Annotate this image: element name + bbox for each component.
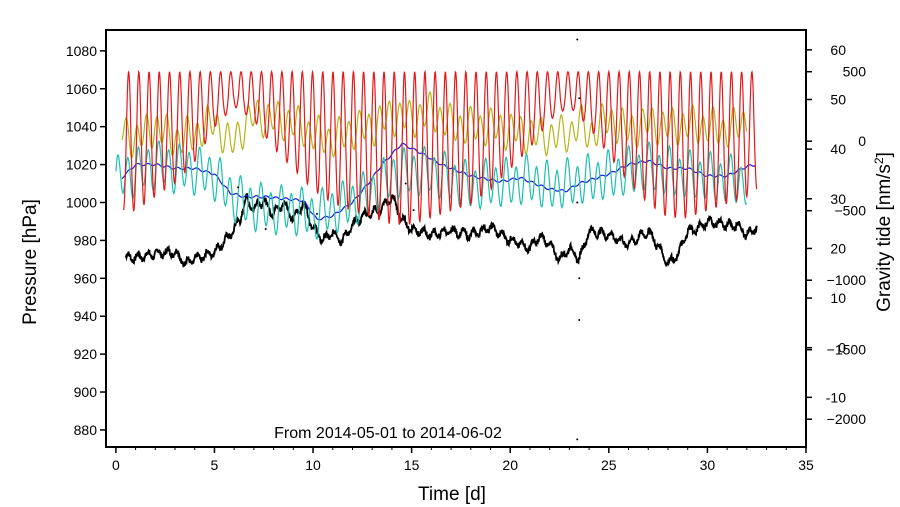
y-right-upper-tick-label: 50	[830, 92, 846, 108]
x-tick-label: 15	[404, 457, 420, 473]
y-right-lower-tick-label: 0	[858, 133, 866, 149]
plot-frame	[105, 29, 807, 448]
y-right-axis-title-close: ]	[874, 152, 895, 157]
y-left-tick-label: 1040	[66, 119, 97, 135]
y-right-axis: -10 0 10 20 30 40 50 60 −2000 −1500 −1000 −500 0 500	[806, 42, 866, 427]
x-axis-title: Time [d]	[418, 484, 486, 505]
outlier-dot	[578, 97, 581, 100]
outlier-dot	[237, 186, 240, 189]
series-line-gravity-tide-red	[123, 69, 758, 225]
outlier-dot	[576, 438, 579, 441]
y-left-tick-label: 1000	[66, 194, 97, 210]
y-right-upper-tick-label: 30	[830, 191, 846, 207]
outlier-dot	[353, 220, 356, 223]
y-right-lower-tick-label: −500	[834, 203, 866, 219]
x-tick-label: 35	[798, 457, 814, 473]
x-tick-label: 25	[601, 457, 617, 473]
outlier-dot	[404, 182, 407, 185]
date-range-annotation: From 2014-05-01 to 2014-06-02	[274, 425, 502, 442]
outlier-dot	[578, 277, 581, 280]
x-tick-label: 0	[112, 457, 120, 473]
outlier-dot	[388, 201, 391, 204]
y-right-axis-title-sup: 2	[872, 157, 886, 164]
x-tick-label: 5	[211, 457, 219, 473]
y-right-axis-title: Gravity tide [nm/s2]	[872, 152, 895, 312]
outlier-dots	[237, 38, 581, 441]
y-right-upper-tick-label: 60	[830, 42, 846, 58]
x-axis: 0 5 10 15 20 25 30 35	[112, 447, 814, 473]
y-left-tick-label: 980	[74, 232, 98, 248]
outlier-dot	[578, 319, 581, 322]
y-right-lower-tick-label: −2000	[827, 411, 867, 427]
outlier-dot	[576, 38, 579, 41]
y-right-lower-tick-label: −1500	[827, 342, 867, 358]
y-left-tick-label: 940	[74, 308, 98, 324]
series-group	[115, 38, 758, 441]
plot-border	[105, 29, 807, 448]
y-left-axis: 880 900 920 940 960 980 1000 1020 1040 1060 1080	[66, 43, 106, 438]
outlier-dot	[315, 212, 318, 215]
outlier-dot	[347, 231, 350, 234]
y-right-axis-title-main: Gravity tide [nm/s	[874, 164, 895, 312]
y-right-upper-tick-label: -10	[826, 389, 846, 405]
x-tick-label: 10	[305, 457, 321, 473]
y-right-upper-tick-label: 20	[830, 240, 846, 256]
series-line-pressure-olive	[121, 90, 748, 160]
outlier-dot	[576, 201, 579, 204]
y-left-tick-label: 880	[74, 422, 98, 438]
y-left-tick-label: 960	[74, 270, 98, 286]
outlier-dot	[241, 210, 244, 213]
y-right-lower-tick-label: −1000	[827, 272, 867, 288]
x-tick-label: 30	[700, 457, 716, 473]
y-left-axis-title: Pressure [hPa]	[20, 199, 41, 325]
y-left-tick-label: 1060	[66, 81, 97, 97]
y-left-tick-label: 1020	[66, 157, 97, 173]
y-right-upper-tick-label: 10	[830, 290, 846, 306]
y-left-tick-label: 1080	[66, 43, 97, 59]
y-left-tick-label: 920	[74, 346, 98, 362]
outlier-dot	[264, 228, 267, 231]
series-line-pressure-black	[124, 192, 758, 269]
outlier-dot	[412, 209, 415, 212]
y-left-tick-label: 900	[74, 384, 98, 400]
y-right-lower-tick-label: 500	[843, 64, 867, 80]
y-right-upper-tick-label: 40	[830, 141, 846, 157]
y-right-upper-tick-label: 0	[838, 340, 846, 356]
x-tick-label: 20	[502, 457, 518, 473]
